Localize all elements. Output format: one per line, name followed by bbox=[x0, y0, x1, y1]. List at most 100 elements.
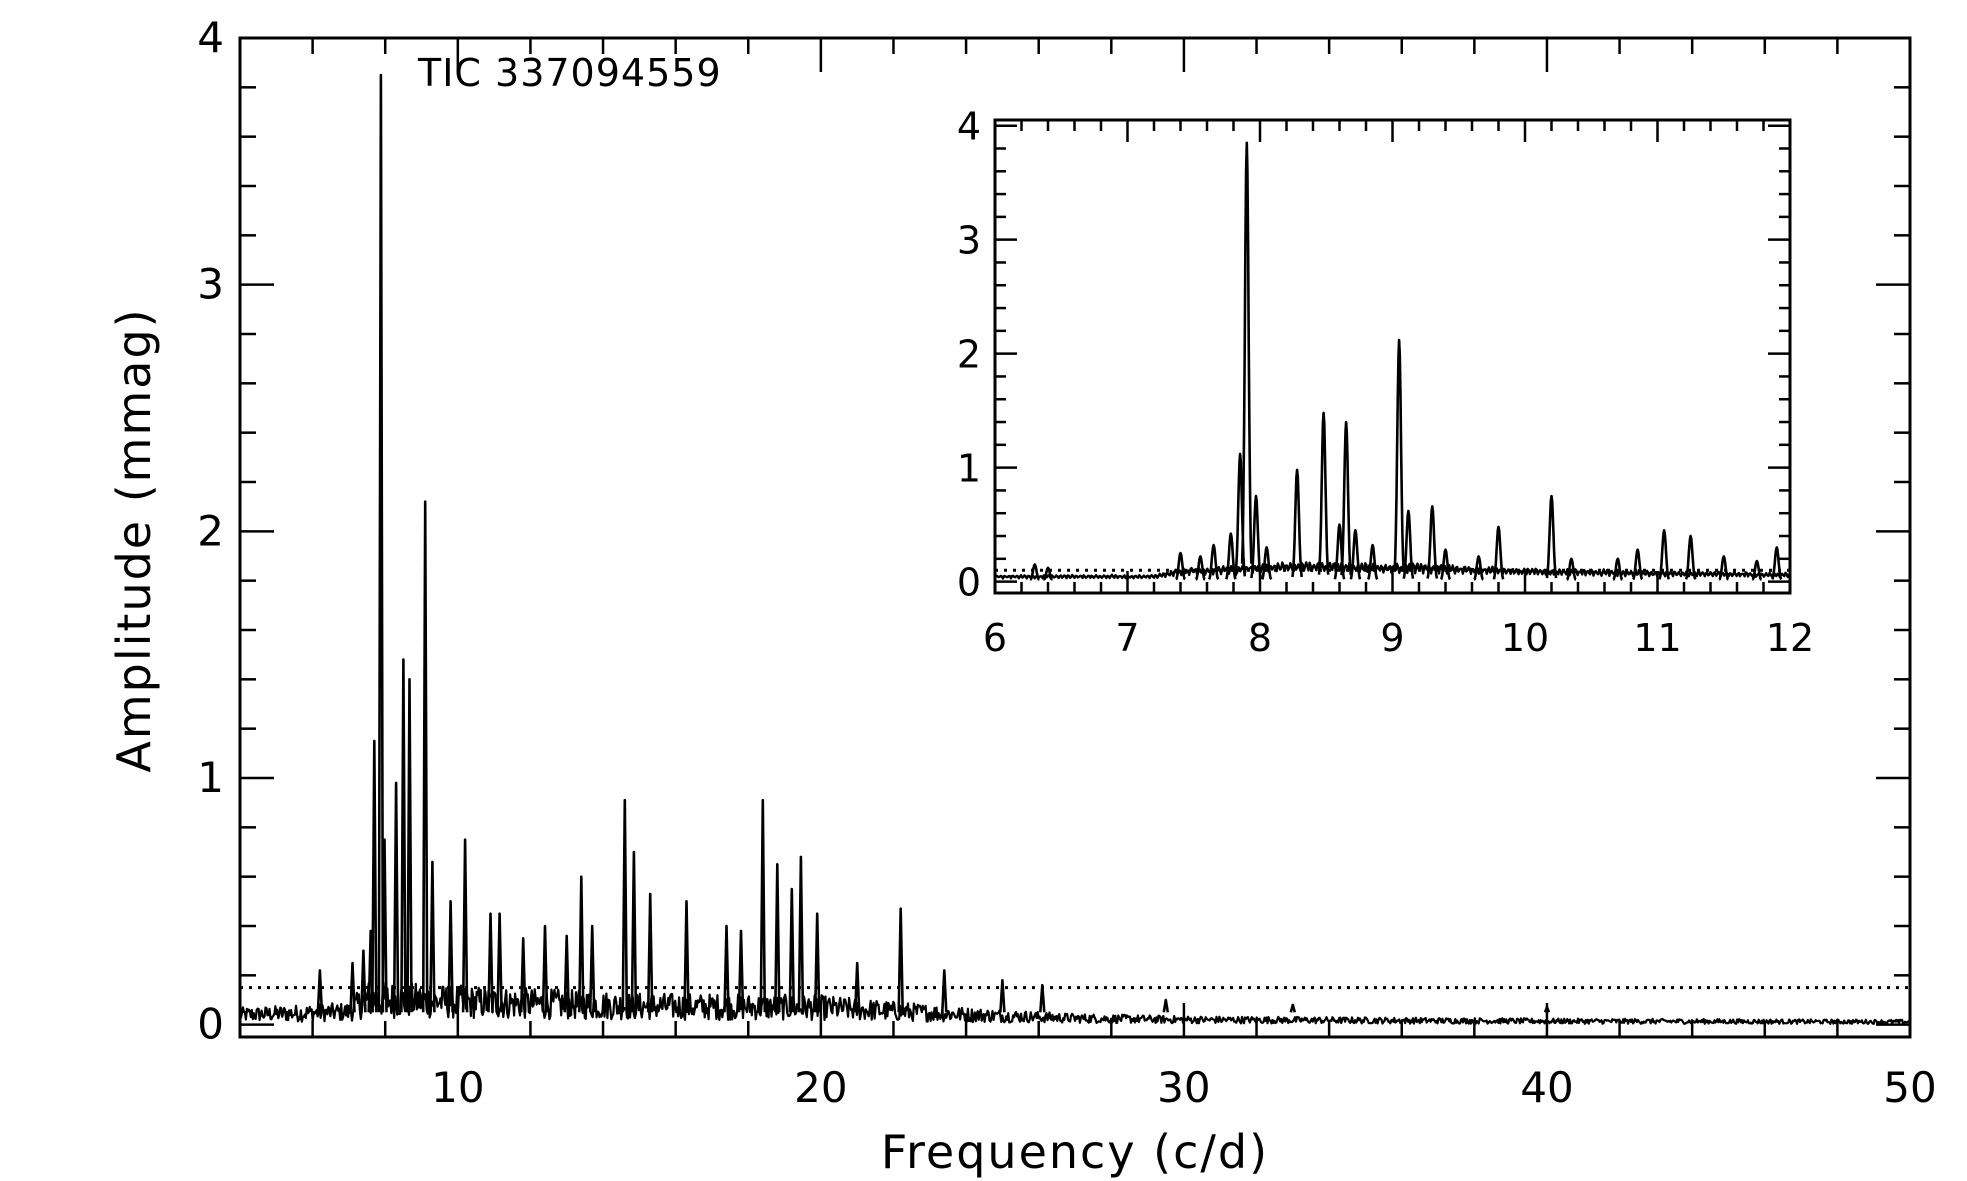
main-peak-marks bbox=[316, 73, 1551, 1013]
inset-peak-4 bbox=[1207, 543, 1220, 580]
main-peak-31 bbox=[813, 912, 821, 1013]
main-peak-36 bbox=[1039, 983, 1046, 1013]
main-peak-35 bbox=[999, 979, 1006, 1013]
main-x-tick-label: 30 bbox=[1157, 1063, 1210, 1112]
inset-x-tick-label: 10 bbox=[1501, 616, 1549, 660]
main-x-tick-label: 20 bbox=[794, 1063, 847, 1112]
inset-plot-frame bbox=[993, 118, 1792, 595]
inset-peak-17 bbox=[1402, 509, 1415, 579]
inset-peak-25 bbox=[1632, 548, 1644, 581]
inset-peak-3 bbox=[1195, 555, 1206, 581]
main-peak-28 bbox=[774, 863, 781, 1013]
main-peak-11 bbox=[429, 860, 436, 1013]
main-peak-4 bbox=[371, 739, 378, 1013]
inset-peak-8 bbox=[1250, 494, 1262, 579]
inset-y-tick-label: 0 bbox=[957, 561, 981, 605]
inset-peak-28 bbox=[1718, 555, 1729, 581]
main-peak-26 bbox=[737, 929, 745, 1013]
inset-peak-13 bbox=[1340, 420, 1353, 576]
inset-x-tick-label: 9 bbox=[1380, 616, 1404, 660]
inset-peak-23 bbox=[1566, 557, 1577, 581]
inset-peak-5 bbox=[1224, 532, 1237, 580]
main-peak-7 bbox=[392, 781, 400, 1013]
main-peak-19 bbox=[578, 875, 585, 1013]
inset-peak-18 bbox=[1426, 505, 1439, 579]
main-y-tick-label: 1 bbox=[197, 753, 224, 802]
main-peak-20 bbox=[588, 924, 596, 1013]
inset-peak-10 bbox=[1291, 468, 1303, 578]
main-peak-33 bbox=[897, 907, 904, 1013]
main-peak-24 bbox=[683, 900, 690, 1013]
main-peak-0 bbox=[316, 969, 324, 1013]
main-peak-27 bbox=[759, 798, 767, 1013]
inset-x-tick-label: 11 bbox=[1633, 616, 1681, 660]
inset-background bbox=[995, 120, 1790, 593]
main-peak-29 bbox=[788, 887, 796, 1013]
main-peak-38 bbox=[1289, 1003, 1297, 1013]
star-id-annotation: TIC 337094559 bbox=[417, 51, 722, 95]
inset-peak-15 bbox=[1366, 543, 1379, 580]
main-y-tick-label: 2 bbox=[197, 506, 224, 555]
main-x-tick-label: 40 bbox=[1520, 1063, 1573, 1112]
main-peak-23 bbox=[646, 892, 654, 1013]
inset-peak-1 bbox=[1042, 566, 1054, 581]
inset-peak-29 bbox=[1751, 559, 1763, 581]
inset-x-tick-label: 12 bbox=[1766, 616, 1814, 660]
main-peak-30 bbox=[797, 855, 805, 1013]
inset-peak-24 bbox=[1612, 557, 1623, 581]
inset-peak-2 bbox=[1175, 551, 1186, 581]
inset-peak-27 bbox=[1684, 534, 1697, 580]
main-peak-22 bbox=[630, 850, 638, 1013]
inset-peak-14 bbox=[1349, 529, 1362, 580]
main-peak-32 bbox=[853, 961, 861, 1013]
main-x-tick-label: 10 bbox=[431, 1063, 484, 1112]
inset-y-tick-label: 4 bbox=[957, 105, 981, 149]
inset-peak-20 bbox=[1473, 555, 1484, 581]
inset-x-tick-label: 6 bbox=[983, 616, 1007, 660]
inset-y-tick-label: 1 bbox=[957, 447, 981, 491]
main-peak-9 bbox=[406, 678, 413, 1013]
inset-peak-0 bbox=[1029, 563, 1040, 581]
main-peak-10 bbox=[421, 500, 429, 1013]
main-peak-13 bbox=[461, 838, 469, 1013]
main-peak-17 bbox=[541, 924, 549, 1013]
inset-peak-9 bbox=[1260, 546, 1273, 581]
main-y-tick-label: 0 bbox=[197, 1000, 224, 1049]
main-y-tick-label: 3 bbox=[197, 260, 224, 309]
main-peak-8 bbox=[400, 658, 407, 1013]
inset-x-tick-label: 8 bbox=[1248, 616, 1272, 660]
inset-axis-ticks bbox=[993, 120, 1792, 593]
main-peak-2 bbox=[360, 949, 367, 1013]
x-axis-title: Frequency (c/d) bbox=[881, 1125, 1269, 1179]
inset-peak-11 bbox=[1317, 411, 1330, 575]
main-peak-12 bbox=[447, 900, 454, 1013]
inset-peak-marks bbox=[1029, 141, 1783, 581]
inset-y-tick-label: 3 bbox=[957, 219, 981, 263]
main-peak-1 bbox=[349, 961, 356, 1013]
main-y-tick-label: 4 bbox=[197, 13, 224, 62]
inset-peak-30 bbox=[1771, 546, 1783, 581]
inset-peak-22 bbox=[1545, 494, 1558, 579]
main-amplitude-spectrum-line bbox=[238, 981, 1911, 1025]
main-peak-37 bbox=[1162, 998, 1170, 1013]
main-peak-21 bbox=[621, 798, 629, 1013]
main-plot-frame bbox=[238, 36, 1912, 1039]
y-axis-title: Amplitude (mmag) bbox=[107, 307, 161, 772]
inset-peak-16 bbox=[1393, 338, 1406, 572]
inset-x-tick-label: 7 bbox=[1115, 616, 1139, 660]
main-peak-6 bbox=[381, 838, 388, 1013]
inset-peak-21 bbox=[1492, 525, 1505, 580]
main-x-tick-label: 50 bbox=[1883, 1063, 1936, 1112]
main-peak-5 bbox=[377, 73, 385, 1013]
inset-peak-19 bbox=[1439, 548, 1452, 581]
main-peak-34 bbox=[941, 969, 948, 1013]
main-peak-14 bbox=[487, 912, 494, 1013]
inset-y-tick-label: 2 bbox=[957, 333, 981, 377]
inset-peak-7 bbox=[1240, 141, 1253, 564]
main-peak-15 bbox=[496, 912, 503, 1013]
